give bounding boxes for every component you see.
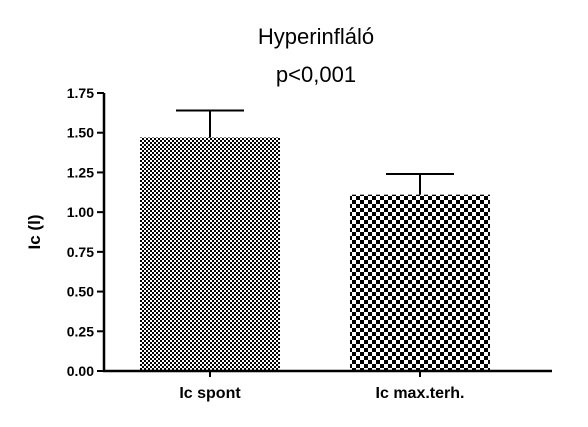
bar-1 [140, 137, 280, 371]
y-tick-label-4: 1.00 [67, 204, 94, 220]
bars-layer [140, 109, 490, 371]
y-tick-label-7: 1.75 [67, 85, 94, 101]
bar-2 [350, 194, 490, 371]
x-tick-label-2: Ic max.terh. [376, 385, 465, 402]
chart-title: Hyperinfláló [258, 24, 374, 49]
y-tick-label-5: 1.25 [67, 164, 94, 180]
x-tick-label-1: Ic spont [179, 385, 241, 402]
y-tick-label-2: 0.50 [67, 284, 94, 300]
chart-subtitle: p<0,001 [276, 62, 356, 87]
axes-layer: Ic spont Ic max.terh. 0.00 0.25 0.50 0.75 1.00… [67, 85, 552, 402]
y-tick-label-0: 0.00 [67, 363, 94, 379]
y-tick-label-6: 1.50 [67, 125, 94, 141]
y-tick-label-3: 0.75 [67, 244, 94, 260]
y-axis-label: Ic (l) [25, 215, 44, 250]
y-tick-label-1: 0.25 [67, 323, 94, 339]
